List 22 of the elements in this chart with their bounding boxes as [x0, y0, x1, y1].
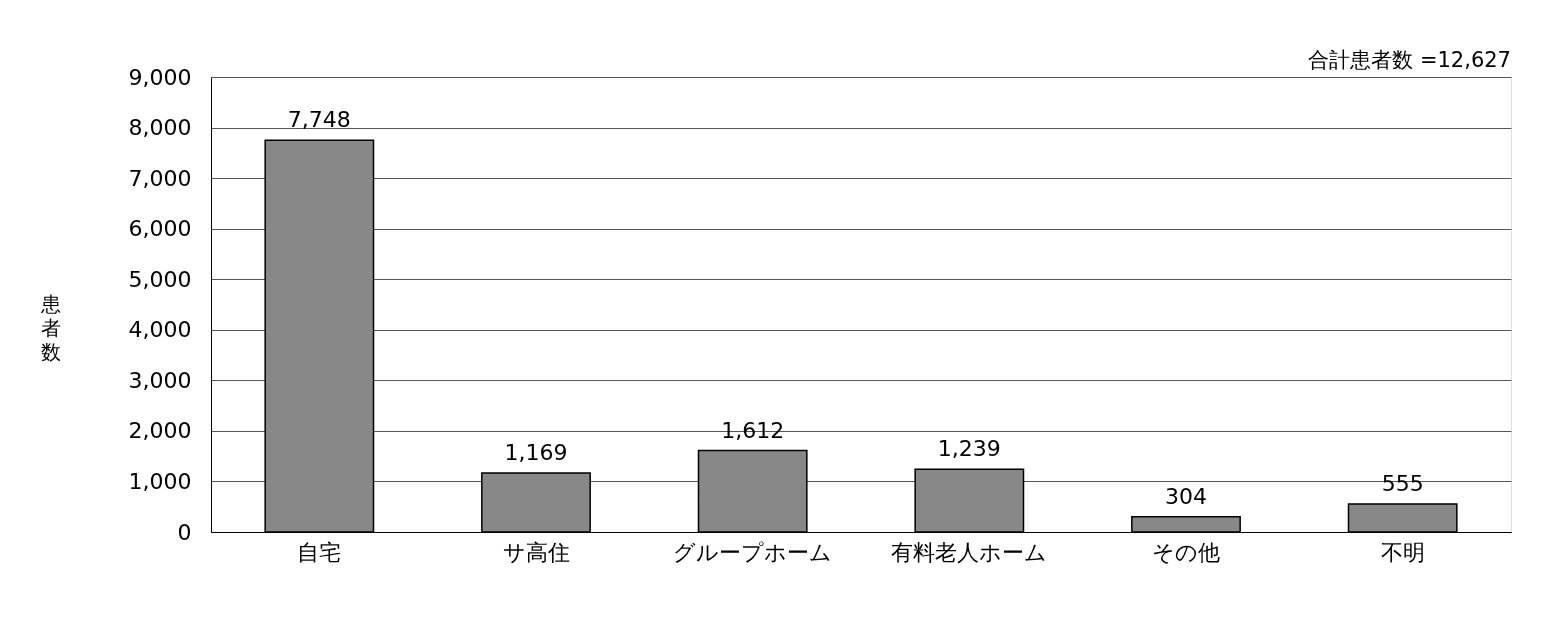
y-tick-label: 5,000	[128, 266, 192, 292]
data-label: 1,239	[937, 436, 1001, 462]
y-tick-label: 1,000	[128, 468, 192, 494]
y-axis-title: 患者数	[39, 292, 61, 364]
x-tick-label: 有料老人ホーム	[891, 539, 1048, 565]
text: 合計患者数 =12,627	[1308, 48, 1511, 72]
x-tick-label: 不明	[1380, 539, 1425, 565]
y-tick-label: 8,000	[128, 115, 192, 141]
y-tick-label: 4,000	[128, 317, 192, 343]
x-tick-label: サ高住	[502, 539, 570, 565]
data-label: 1,169	[504, 439, 568, 465]
x-tick-label: 自宅	[297, 539, 342, 565]
y-tick-label: 2,000	[128, 418, 192, 444]
y-tick-label: 9,000	[128, 64, 192, 90]
y-tick-label: 6,000	[128, 216, 192, 242]
y-tick-label: 7,000	[128, 165, 192, 191]
data-label: 304	[1165, 483, 1207, 509]
x-tick-label: その他	[1152, 539, 1220, 565]
y-tick-label: 0	[177, 519, 192, 545]
data-label: 7,748	[287, 107, 351, 133]
x-tick-label: グループホーム	[673, 539, 833, 565]
y-tick-label: 3,000	[128, 367, 192, 393]
